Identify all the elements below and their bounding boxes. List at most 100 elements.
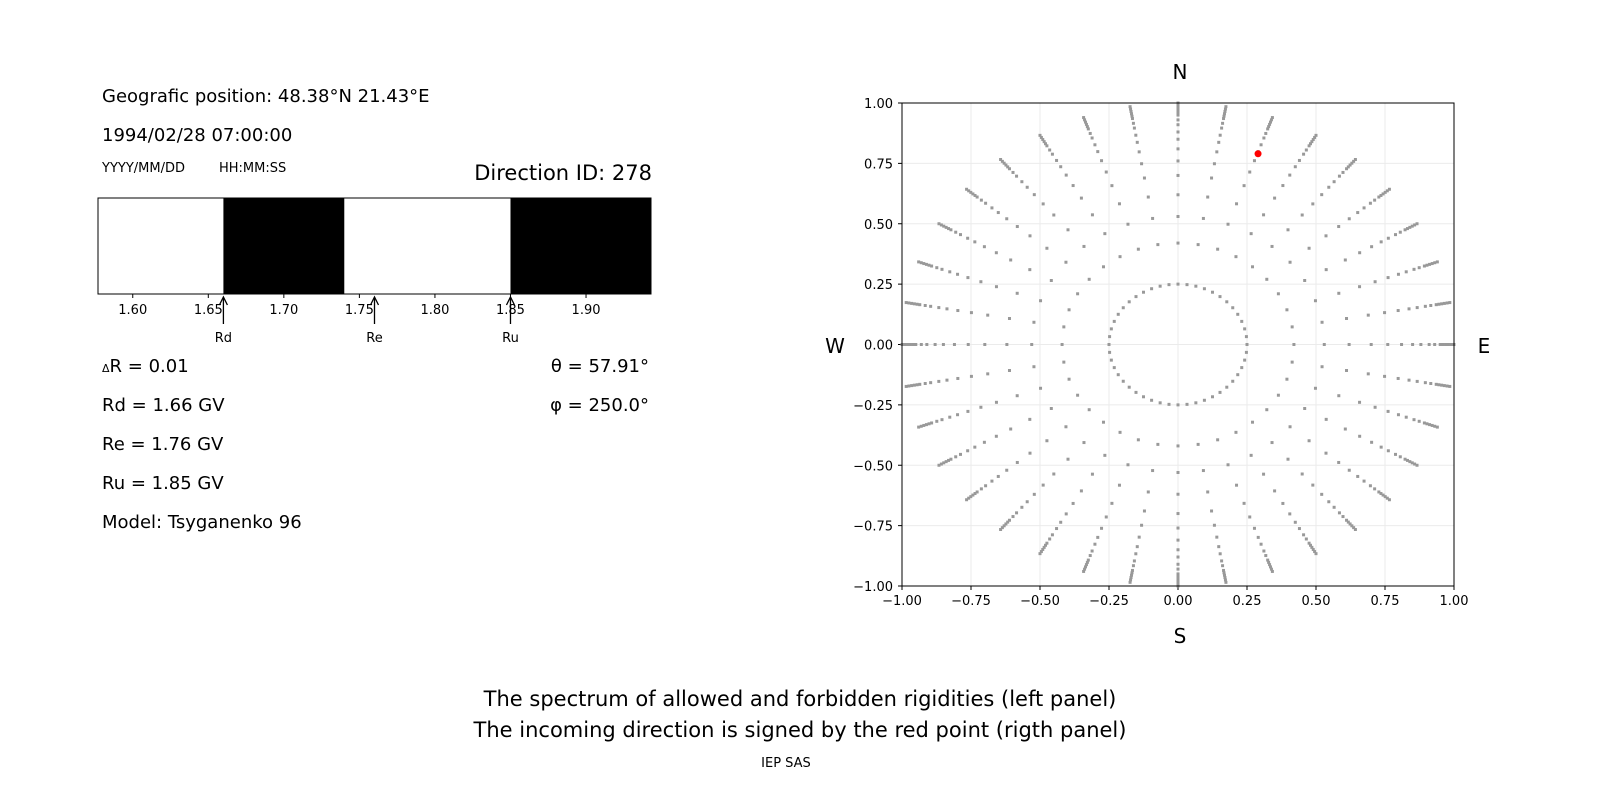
direction-point: [966, 343, 970, 346]
direction-point: [930, 421, 934, 425]
direction-point: [1128, 105, 1132, 109]
direction-point: [937, 306, 941, 310]
compass-east: E: [1478, 334, 1491, 358]
direction-point: [1084, 563, 1088, 567]
x-tick-label: 0.00: [1164, 594, 1193, 609]
direction-point: [982, 245, 986, 249]
direction-point: [1038, 552, 1042, 556]
direction-point: [1055, 527, 1059, 531]
direction-point: [969, 374, 973, 378]
direction-point: [1348, 522, 1352, 526]
direction-point: [1083, 565, 1087, 569]
direction-point: [1381, 493, 1385, 497]
direction-point: [1415, 306, 1419, 310]
direction-point: [1370, 440, 1374, 444]
direction-point: [965, 498, 969, 502]
y-tick-label: −0.50: [853, 459, 893, 474]
y-tick-label: 0.50: [864, 218, 893, 233]
direction-point: [1176, 403, 1180, 407]
direction-point: [1222, 114, 1226, 118]
direction-point: [933, 343, 937, 346]
direction-point: [1020, 505, 1024, 509]
direction-point: [1206, 490, 1210, 494]
direction-point: [1142, 290, 1145, 294]
direction-point: [1224, 105, 1228, 109]
direction-point: [1413, 462, 1417, 466]
direction-point: [1429, 382, 1433, 386]
direction-point: [1100, 526, 1104, 530]
direction-point: [1082, 441, 1086, 445]
direction-point: [1064, 512, 1068, 516]
direction-point: [1322, 343, 1326, 346]
direction-point: [990, 479, 994, 483]
direction-point: [1211, 395, 1214, 399]
direction-point: [1386, 276, 1390, 280]
direction-point: [1104, 515, 1108, 519]
direction-point: [1288, 425, 1292, 429]
direction-point: [1194, 401, 1198, 405]
direction-point: [1134, 390, 1138, 394]
direction-point: [1304, 537, 1308, 541]
compass-south: S: [1174, 624, 1187, 648]
direction-point: [937, 463, 941, 467]
direction-point: [1407, 307, 1411, 311]
direction-point: [994, 400, 998, 404]
direction-point: [1002, 524, 1006, 528]
direction-point: [1412, 267, 1416, 271]
direction-point: [1117, 202, 1121, 206]
direction-point: [1009, 427, 1013, 431]
direction-point: [996, 474, 1000, 478]
direction-point: [1112, 319, 1116, 323]
direction-point: [915, 302, 919, 306]
direction-point: [984, 201, 988, 205]
direction-point: [1217, 140, 1221, 144]
direction-point: [1009, 258, 1013, 262]
direction-point: [949, 228, 953, 232]
direction-point: [1134, 295, 1138, 299]
direction-point: [973, 492, 977, 496]
direction-point: [1407, 378, 1411, 382]
direction-point: [1156, 243, 1160, 247]
direction-point: [1140, 162, 1144, 166]
direction-point: [1135, 545, 1139, 549]
direction-point: [1064, 173, 1068, 177]
direction-point: [1132, 559, 1136, 563]
direction-point: [975, 490, 979, 494]
y-tick-label: −0.25: [853, 399, 893, 414]
direction-point: [1222, 117, 1226, 121]
direction-point: [1103, 453, 1107, 457]
direction-point: [1129, 576, 1133, 580]
direction-point: [975, 195, 979, 199]
direction-point: [1307, 246, 1311, 250]
direction-point: [1377, 195, 1381, 199]
direction-id: Direction ID: 278: [474, 161, 652, 185]
direction-point: [1158, 284, 1162, 288]
direction-point: [1134, 552, 1138, 556]
direction-point: [1221, 564, 1225, 568]
direction-point: [1234, 255, 1238, 259]
spectrum-tick-label: 1.80: [420, 303, 449, 318]
direction-point: [954, 455, 958, 459]
direction-point: [1437, 302, 1441, 306]
direction-point: [1234, 430, 1238, 434]
direction-point: [1210, 509, 1214, 513]
direction-point: [1107, 343, 1111, 346]
direction-point: [1225, 385, 1229, 389]
direction-point: [1267, 125, 1271, 129]
direction-point: [1288, 512, 1292, 516]
direction-point: [1048, 148, 1052, 152]
direction-point: [930, 264, 934, 268]
direction-point: [1448, 384, 1452, 388]
direction-point: [1150, 398, 1154, 402]
direction-point: [1101, 265, 1105, 269]
direction-point: [911, 343, 915, 346]
direction-point: [1345, 518, 1349, 522]
rd-value: Rd = 1.66 GV: [102, 395, 225, 416]
direction-point: [1126, 222, 1130, 226]
direction-point: [1025, 185, 1029, 189]
direction-point: [1422, 264, 1426, 268]
direction-point: [979, 487, 983, 491]
direction-point: [948, 270, 952, 274]
direction-point: [1428, 262, 1432, 266]
direction-point: [1137, 150, 1141, 154]
